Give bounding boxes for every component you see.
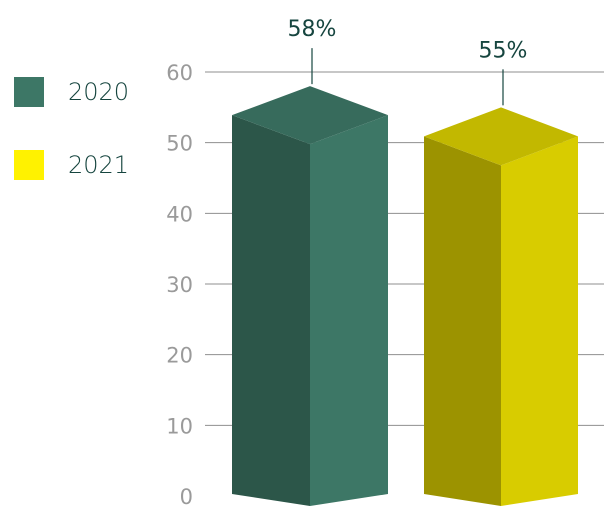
legend-item-2020: 2020 [14,77,129,107]
bar-top-face-2021 [424,107,578,166]
y-tick-label-0: 0 [180,485,193,507]
bar-top-face-2020 [232,86,388,145]
bar-right-face-2021 [501,136,578,507]
y-tick-label-10: 10 [166,414,193,438]
bar-left-face-2020 [232,115,310,506]
data-label-2021: 55% [479,38,528,63]
bars [232,86,578,507]
legend-swatch-2021 [14,150,44,180]
bar-left-face-2021 [424,136,501,507]
y-axis-ticks: 0 10 20 30 40 50 60 [166,61,193,507]
legend-label-2020: 2020 [68,78,130,106]
y-tick-label-60: 60 [166,61,193,85]
legend-item-2021: 2021 [14,150,129,180]
data-labels: 58% 55% [288,17,528,106]
y-tick-label-30: 30 [166,273,193,297]
bar-right-face-2020 [310,115,388,506]
y-tick-label-20: 20 [166,344,193,368]
legend-swatch-2020 [14,77,44,107]
legend-label-2021: 2021 [68,151,130,179]
bar-2021 [424,107,578,507]
bar-2020 [232,86,388,506]
data-label-2020: 58% [288,17,337,42]
y-tick-label-50: 50 [166,132,193,156]
y-tick-label-40: 40 [166,202,193,226]
